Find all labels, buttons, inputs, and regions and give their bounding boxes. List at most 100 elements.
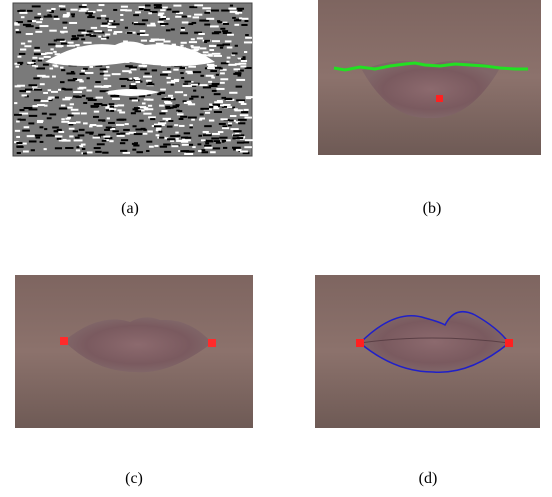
noise-pixel [102,152,108,154]
noise-pixel [34,50,41,52]
noise-pixel [206,18,214,20]
noise-pixel [184,94,188,96]
noise-pixel [225,40,232,42]
noise-pixel [141,128,146,130]
noise-pixel [220,82,225,84]
noise-pixel [55,147,62,149]
noise-pixel [135,78,141,80]
noise-pixel [191,96,199,98]
noise-pixel [95,81,101,83]
noise-pixel [164,151,171,153]
noise-pixel [86,34,91,36]
noise-pixel [110,106,115,108]
noise-pixel [204,147,212,149]
noise-pixel [109,103,115,105]
noise-pixel [163,118,172,120]
noise-pixel [143,65,146,67]
noise-pixel [197,37,203,39]
noise-pixel [125,123,129,125]
noise-pixel [65,118,70,120]
noise-pixel [110,95,119,97]
noise-pixel [40,141,44,143]
noise-pixel [97,143,105,145]
noise-pixel [22,130,30,132]
noise-pixel [167,126,173,128]
noise-pixel [83,42,91,44]
noise-pixel [86,90,91,92]
noise-pixel [230,115,236,117]
noise-pixel [129,78,132,80]
noise-pixel [89,14,93,16]
noise-pixel [165,102,172,104]
noise-pixel [186,85,192,87]
noise-pixel [191,38,195,40]
noise-pixel [154,125,162,127]
noise-pixel [180,67,186,69]
noise-pixel [167,138,175,140]
noise-pixel [37,75,46,77]
noise-pixel [220,100,223,102]
noise-pixel [175,16,181,18]
noise-pixel [104,78,108,80]
noise-pixel [147,24,156,26]
noise-pixel [180,116,187,118]
noise-pixel [146,141,152,143]
noise-pixel [34,89,42,91]
marker [436,95,443,102]
noise-pixel [223,23,229,25]
noise-pixel [129,98,137,100]
noise-pixel [62,140,71,142]
noise-pixel [96,125,102,127]
noise-pixel [158,12,164,14]
noise-pixel [26,25,34,27]
noise-pixel [235,72,242,74]
noise-pixel [223,147,227,149]
noise-pixel [212,40,220,42]
noise-pixel [230,128,238,130]
noise-pixel [40,100,48,102]
noise-pixel [241,24,247,26]
noise-pixel [113,9,117,11]
noise-pixel [212,133,220,135]
noise-pixel [160,16,166,18]
noise-pixel [79,80,84,82]
noise-pixel [233,148,236,150]
noise-pixel [14,114,22,116]
noise-pixel [120,19,123,21]
noise-pixel [156,127,161,129]
noise-pixel [103,71,108,73]
noise-pixel [188,66,196,68]
noise-pixel [107,26,116,28]
noise-pixel [44,128,47,130]
noise-pixel [214,31,221,33]
noise-pixel [213,107,219,109]
noise-pixel [198,33,205,35]
noise-pixel [209,120,214,122]
noise-pixel [162,71,171,73]
noise-pixel [81,38,85,40]
noise-pixel [16,136,20,138]
noise-pixel [51,8,55,10]
noise-pixel [225,98,233,100]
noise-pixel [47,10,52,12]
noise-pixel [209,49,214,51]
noise-pixel [205,112,210,114]
panel-b-image [318,0,541,155]
noise-pixel [81,144,86,146]
noise-pixel [76,146,79,148]
noise-pixel [19,109,24,111]
noise-pixel [204,12,210,14]
noise-pixel [106,66,109,68]
noise-pixel [189,98,193,100]
noise-pixel [17,152,21,154]
noise-pixel [222,30,228,32]
noise-pixel [199,119,202,121]
noise-pixel [75,137,80,139]
noise-pixel [129,71,132,73]
noise-pixel [55,97,59,99]
noise-pixel [69,22,77,24]
noise-pixel [237,137,243,139]
noise-pixel [236,79,245,81]
noise-pixel [159,18,163,20]
noise-pixel [112,130,118,132]
